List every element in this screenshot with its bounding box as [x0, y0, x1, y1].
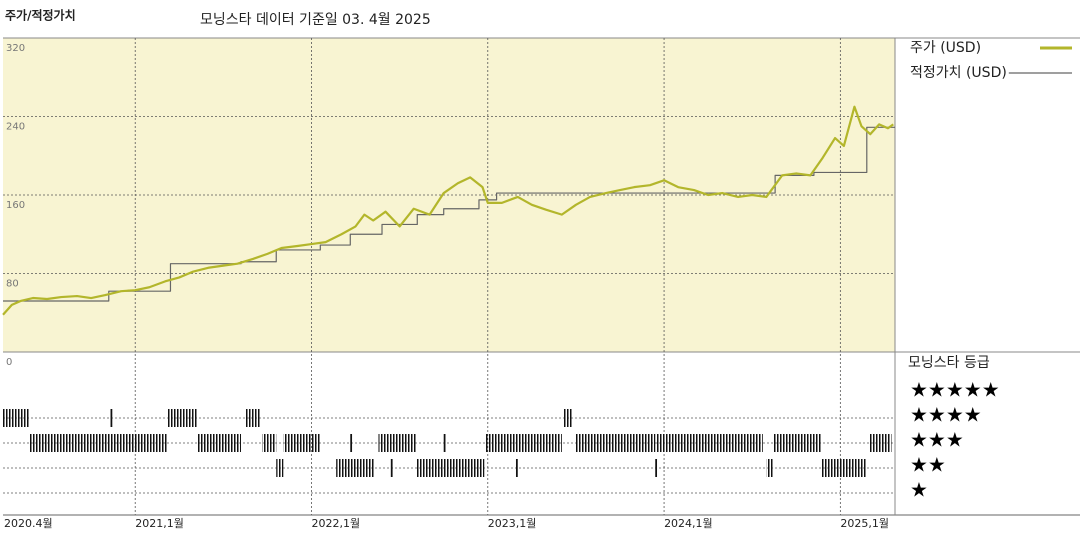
star-legend: ★ [910, 478, 928, 502]
y-tick-label: 160 [6, 200, 25, 211]
x-tick-label: 2024,1월 [664, 517, 713, 530]
rating-bar [378, 434, 416, 452]
x-tick-label: 2022,1월 [311, 517, 360, 530]
rating-bar [515, 459, 518, 477]
star-legend: ★★★ [910, 428, 964, 452]
rating-title: 모닝스타 등급 [908, 355, 990, 371]
rating-bar [655, 459, 658, 477]
y-tick-label: 0 [6, 357, 12, 368]
rating-bar [276, 459, 284, 477]
rating-bar [110, 409, 113, 427]
rating-bar [766, 459, 774, 477]
series-line [2, 105, 894, 316]
y-tick-label: 240 [6, 122, 25, 133]
rating-bar [244, 409, 261, 427]
rating-bar [868, 434, 892, 452]
x-tick-label: 2023,1월 [488, 517, 537, 530]
x-tick-label: 2020.4월 [4, 517, 53, 530]
rating-bar [657, 434, 763, 452]
rating-bar [486, 434, 562, 452]
rating-bar [29, 434, 167, 452]
rating-bar [390, 459, 393, 477]
rating-bar [575, 434, 656, 452]
rating-bar [350, 434, 353, 452]
rating-bar [262, 434, 277, 452]
star-legend: ★★ [910, 453, 946, 477]
rating-bar [563, 409, 573, 427]
rating-bar [196, 434, 241, 452]
y-tick-label: 80 [6, 279, 19, 290]
rating-bar [773, 434, 821, 452]
legend-label: 적정가치 (USD) [910, 65, 1007, 81]
rating-bar [3, 409, 30, 427]
legend-label: 주가 (USD) [910, 40, 981, 56]
x-tick-label: 2021,1월 [135, 517, 184, 530]
star-legend: ★★★★★ [910, 378, 1000, 402]
y-axis-title: 주가/적정가치 [5, 8, 76, 23]
chart-title: 모닝스타 데이터 기준일 03. 4월 2025 [200, 12, 431, 28]
x-tick-label: 2025,1월 [840, 517, 889, 530]
rating-bar [820, 459, 867, 477]
rating-bar [443, 434, 446, 452]
rating-bar [336, 459, 375, 477]
rating-bar [283, 434, 321, 452]
y-tick-label: 320 [6, 43, 25, 54]
rating-bar [415, 459, 485, 477]
rating-bar [166, 409, 197, 427]
star-legend: ★★★★ [910, 403, 982, 427]
